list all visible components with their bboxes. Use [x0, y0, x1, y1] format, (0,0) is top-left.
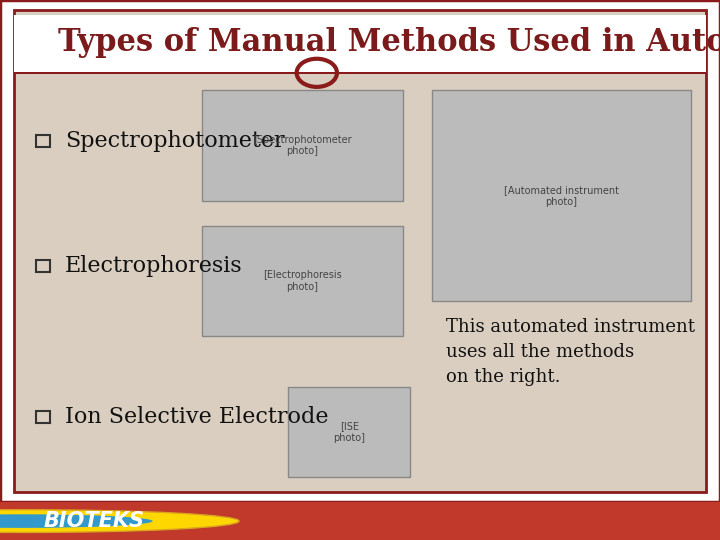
Text: BIOTEKS: BIOTEKS	[43, 511, 144, 531]
Text: [Automated instrument
photo]: [Automated instrument photo]	[504, 185, 619, 207]
Bar	[432, 90, 691, 301]
Bar	[14, 72, 706, 74]
Text: Types of Manual Methods Used in Automation: Types of Manual Methods Used in Automati…	[58, 27, 720, 58]
Text: [ISE
photo]: [ISE photo]	[333, 421, 365, 443]
Bar	[202, 226, 403, 336]
Circle shape	[0, 514, 153, 528]
Circle shape	[0, 510, 239, 532]
Text: Ion Selective Electrode: Ion Selective Electrode	[65, 406, 328, 428]
Text: Spectrophotometer: Spectrophotometer	[65, 130, 284, 152]
Text: [Spectrophotometer
photo]: [Spectrophotometer photo]	[253, 135, 351, 157]
Bar	[36, 411, 50, 423]
Bar	[36, 134, 50, 147]
Text: This automated instrument
uses all the methods
on the right.: This automated instrument uses all the m…	[446, 318, 696, 386]
Text: Electrophoresis: Electrophoresis	[65, 255, 243, 277]
Bar	[202, 90, 403, 201]
Bar	[36, 260, 50, 272]
Text: [Electrophoresis
photo]: [Electrophoresis photo]	[263, 271, 342, 292]
Bar	[288, 387, 410, 477]
Bar	[14, 15, 706, 73]
